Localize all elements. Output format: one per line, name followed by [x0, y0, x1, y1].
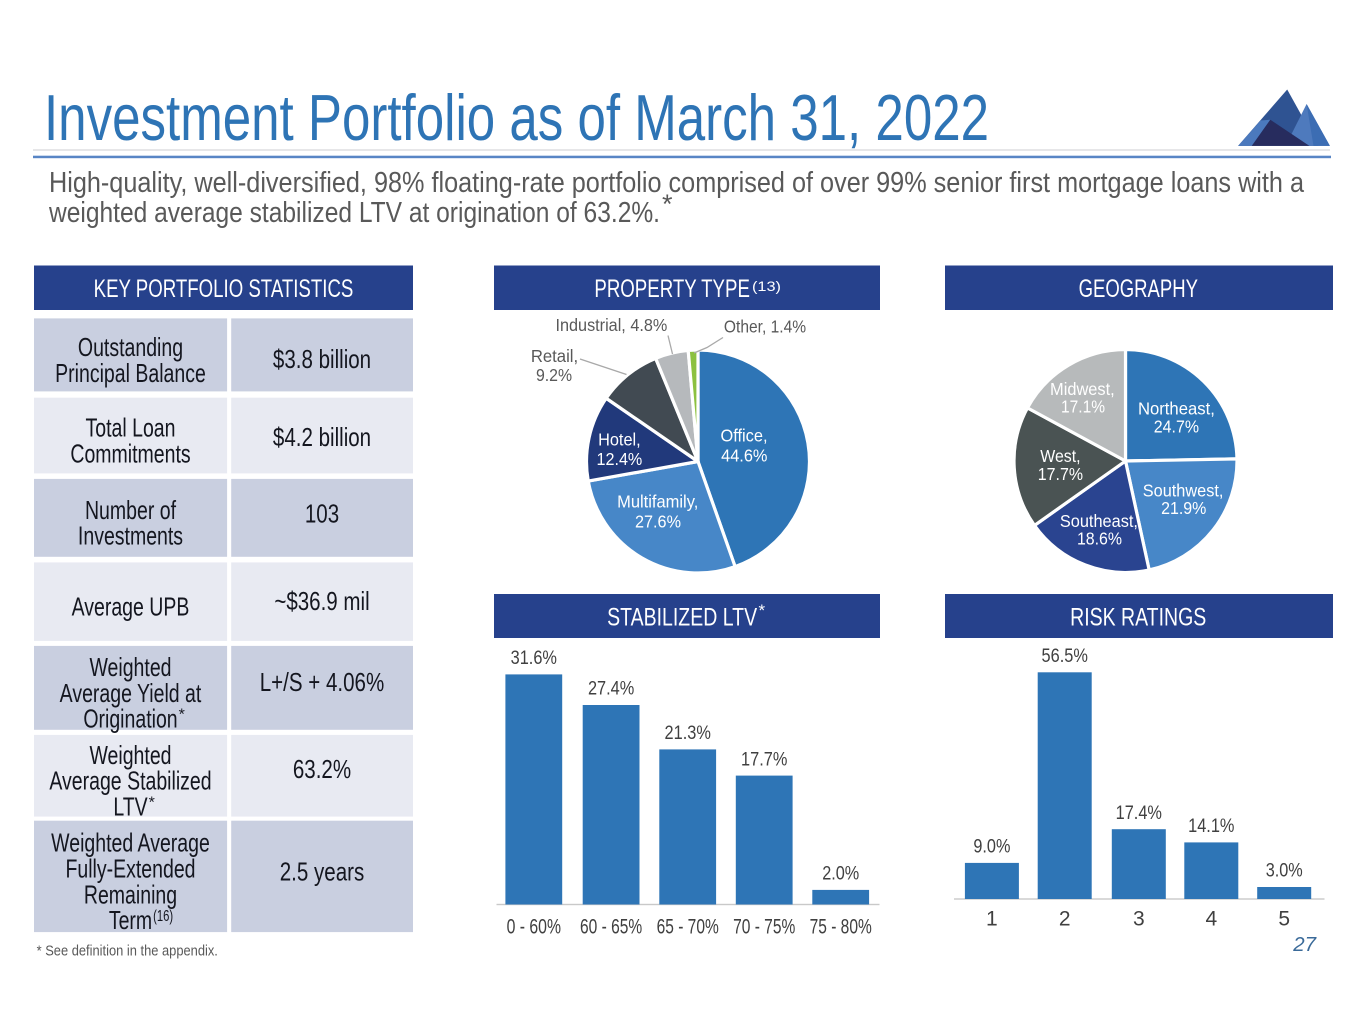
- svg-text:(16): (16): [153, 908, 173, 925]
- svg-text:27: 27: [1292, 933, 1317, 956]
- svg-text:Industrial, 4.8%: Industrial, 4.8%: [556, 315, 668, 335]
- svg-text:$3.8 billion: $3.8 billion: [273, 344, 371, 374]
- svg-text:24.7%: 24.7%: [1154, 416, 1199, 436]
- svg-text:Weighted: Weighted: [89, 740, 171, 770]
- svg-text:Fully-Extended: Fully-Extended: [65, 853, 195, 883]
- svg-text:18.6%: 18.6%: [1077, 529, 1122, 549]
- svg-text:Multifamily,: Multifamily,: [617, 492, 698, 512]
- svg-text:2.0%: 2.0%: [822, 864, 859, 885]
- svg-text:Investments: Investments: [78, 521, 183, 551]
- svg-text:L+/S + 4.06%: L+/S + 4.06%: [260, 667, 384, 697]
- svg-text:Principal Balance: Principal Balance: [55, 358, 206, 388]
- svg-text:Outstanding: Outstanding: [78, 332, 183, 362]
- svg-text:9.0%: 9.0%: [973, 837, 1010, 858]
- svg-text:65 - 70%: 65 - 70%: [657, 916, 719, 939]
- svg-text:*: *: [662, 189, 673, 219]
- svg-text:31.6%: 31.6%: [511, 648, 557, 669]
- svg-text:*: *: [759, 601, 766, 620]
- svg-text:Northeast,: Northeast,: [1138, 399, 1215, 419]
- svg-text:56.5%: 56.5%: [1042, 646, 1088, 667]
- svg-text:Retail,: Retail,: [531, 346, 578, 366]
- svg-text:Other, 1.4%: Other, 1.4%: [724, 316, 806, 336]
- svg-text:$4.2 billion: $4.2 billion: [273, 422, 371, 452]
- svg-text:103: 103: [305, 499, 339, 529]
- svg-text:GEOGRAPHY: GEOGRAPHY: [1079, 275, 1199, 303]
- svg-text:~$36.9 mil: ~$36.9 mil: [274, 586, 369, 616]
- svg-text:Average Yield at: Average Yield at: [60, 678, 202, 708]
- svg-text:RISK RATINGS: RISK RATINGS: [1070, 604, 1206, 632]
- svg-text:70 - 75%: 70 - 75%: [733, 916, 795, 939]
- svg-text:21.3%: 21.3%: [665, 723, 711, 744]
- svg-text:weighted average stabilized LT: weighted average stabilized LTV at origi…: [48, 197, 660, 229]
- svg-text:West,: West,: [1040, 446, 1080, 466]
- svg-text:STABILIZED LTV: STABILIZED LTV: [607, 604, 757, 632]
- svg-text:17.4%: 17.4%: [1116, 803, 1162, 824]
- svg-text:0 - 60%: 0 - 60%: [507, 916, 561, 939]
- svg-text:4: 4: [1205, 908, 1217, 931]
- svg-text:3: 3: [1133, 908, 1145, 931]
- svg-text:2.5 years: 2.5 years: [280, 857, 364, 887]
- svg-text:75 - 80%: 75 - 80%: [810, 916, 872, 939]
- svg-text:63.2%: 63.2%: [293, 754, 351, 784]
- svg-text:PROPERTY TYPE: PROPERTY TYPE: [594, 275, 750, 303]
- svg-text:* See definition in the append: * See definition in the appendix.: [37, 944, 218, 960]
- svg-text:*: *: [179, 707, 185, 724]
- svg-text:Total Loan: Total Loan: [86, 413, 176, 443]
- svg-text:3.0%: 3.0%: [1266, 861, 1303, 882]
- svg-text:17.7%: 17.7%: [741, 749, 787, 770]
- svg-text:9.2%: 9.2%: [536, 365, 572, 385]
- svg-text:Southwest,: Southwest,: [1143, 480, 1224, 500]
- svg-text:1: 1: [986, 908, 998, 931]
- svg-text:Southeast,: Southeast,: [1060, 511, 1138, 531]
- svg-text:Investment Portfolio as of Mar: Investment Portfolio as of March 31, 202…: [44, 81, 989, 154]
- svg-text:27.4%: 27.4%: [588, 679, 634, 700]
- svg-text:17.1%: 17.1%: [1061, 396, 1105, 416]
- svg-text:Origination: Origination: [83, 704, 177, 734]
- svg-text:(13): (13): [752, 278, 781, 294]
- svg-text:Average Stabilized: Average Stabilized: [49, 766, 211, 796]
- svg-text:Weighted: Weighted: [89, 652, 171, 682]
- svg-text:LTV: LTV: [113, 792, 148, 822]
- svg-text:17.7%: 17.7%: [1038, 464, 1083, 484]
- svg-text:Term: Term: [109, 905, 152, 935]
- svg-text:60 - 65%: 60 - 65%: [580, 916, 642, 939]
- svg-text:Number of: Number of: [85, 495, 177, 525]
- svg-text:12.4%: 12.4%: [597, 449, 643, 469]
- svg-text:27.6%: 27.6%: [635, 511, 681, 531]
- svg-text:44.6%: 44.6%: [721, 445, 768, 465]
- svg-text:Average UPB: Average UPB: [72, 592, 190, 622]
- svg-text:14.1%: 14.1%: [1188, 816, 1234, 837]
- svg-text:21.9%: 21.9%: [1161, 498, 1206, 518]
- svg-text:Midwest,: Midwest,: [1050, 379, 1115, 399]
- svg-text:Hotel,: Hotel,: [598, 429, 641, 449]
- svg-text:Remaining: Remaining: [84, 879, 177, 909]
- svg-text:*: *: [149, 795, 155, 812]
- svg-text:Office,: Office,: [720, 426, 767, 446]
- svg-text:2: 2: [1059, 908, 1071, 931]
- svg-text:KEY PORTFOLIO STATISTICS: KEY PORTFOLIO STATISTICS: [94, 275, 354, 303]
- svg-text:Weighted Average: Weighted Average: [51, 828, 210, 858]
- svg-text:High-quality, well-diversified: High-quality, well-diversified, 98% floa…: [49, 167, 1305, 199]
- svg-text:5: 5: [1278, 908, 1290, 931]
- svg-text:Commitments: Commitments: [70, 438, 190, 468]
